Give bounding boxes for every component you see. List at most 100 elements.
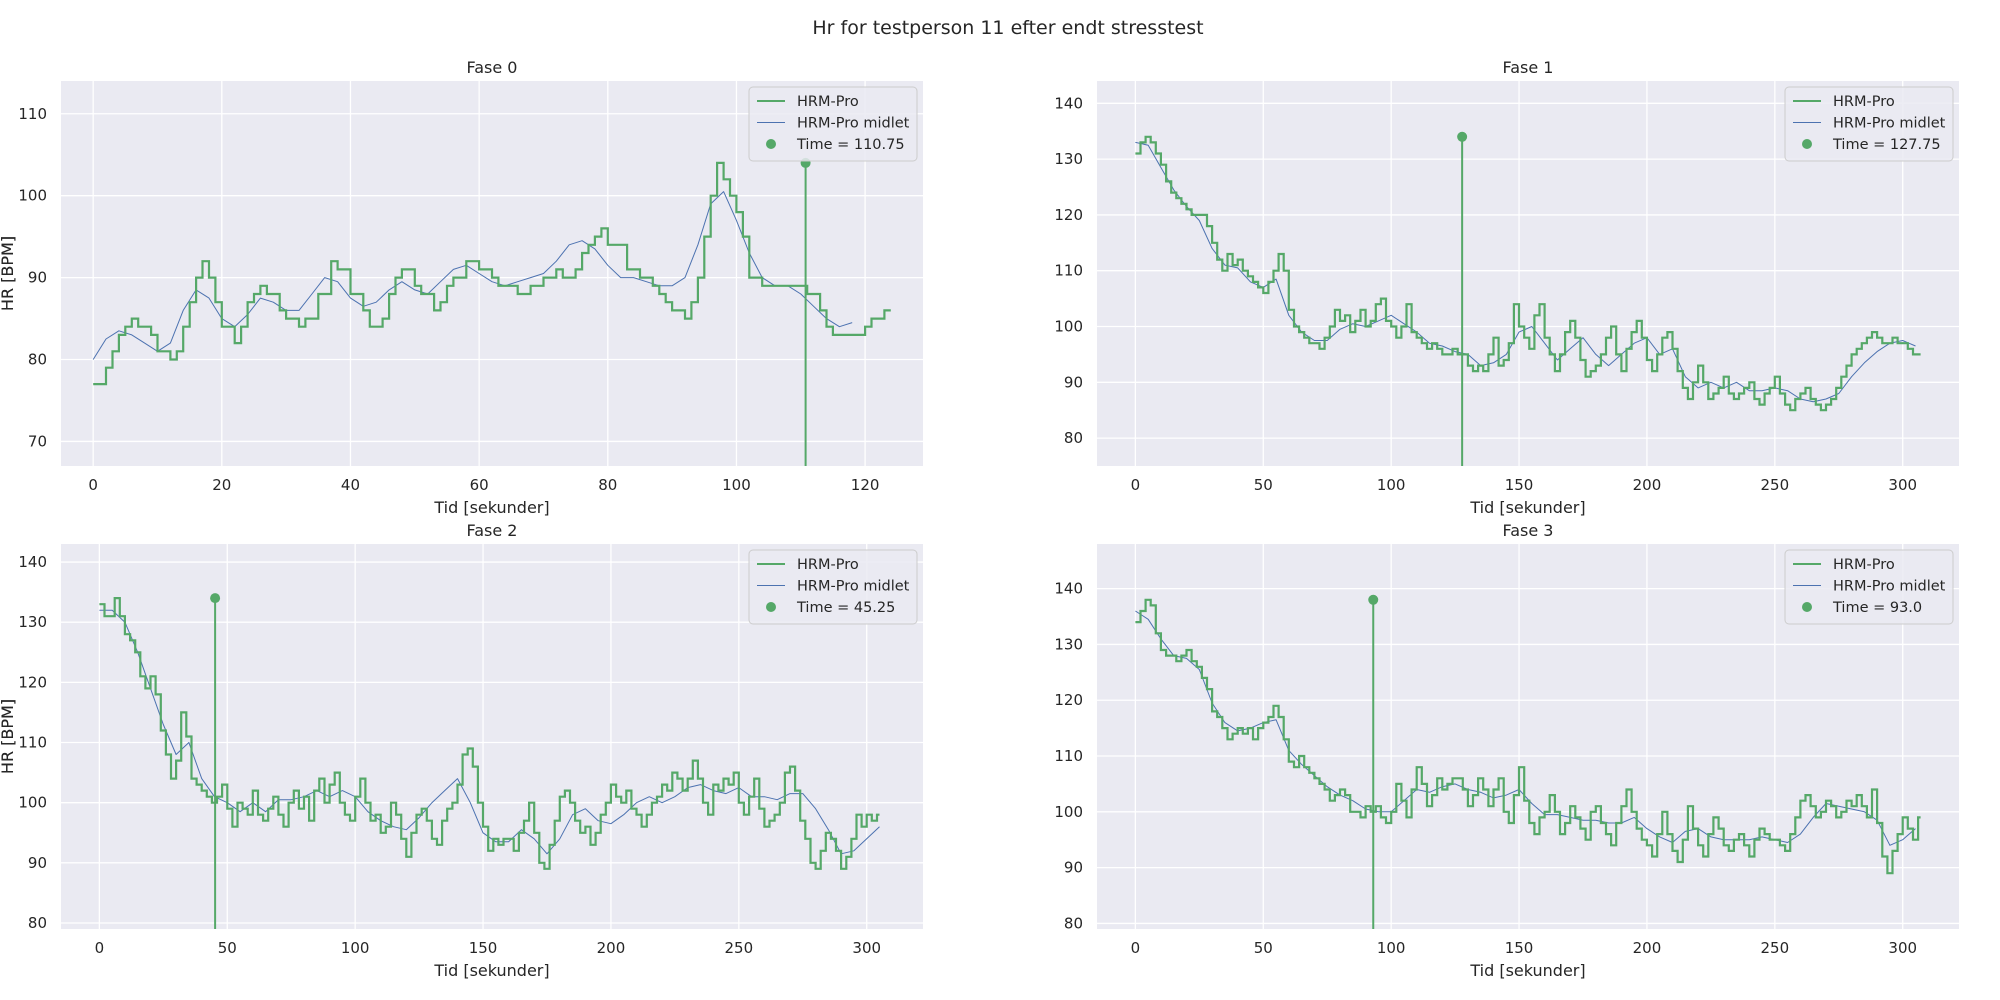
y-tick-label: 100 — [18, 794, 47, 812]
time-marker — [1368, 594, 1379, 605]
series-line-hrm-pro — [99, 597, 880, 870]
y-axis-label: HR [BPM] — [0, 236, 17, 311]
y-tick-label: 110 — [1054, 262, 1083, 280]
y-tick-label: 90 — [28, 854, 47, 872]
y-tick-label: 130 — [18, 613, 47, 631]
y-tick-label: 140 — [1054, 580, 1083, 598]
x-tick-label: 200 — [1633, 939, 1662, 957]
x-tick-label: 100 — [1377, 939, 1406, 957]
plot-area — [1135, 131, 1921, 466]
legend-frame — [748, 86, 918, 162]
x-tick-label: 40 — [341, 476, 360, 494]
plot-area — [1135, 594, 1921, 929]
x-tick-label: 250 — [1761, 476, 1790, 494]
subplot-title: Fase 0 — [467, 58, 518, 77]
x-tick-label: 0 — [95, 939, 105, 957]
legend-swatch-time — [1802, 602, 1812, 612]
series-line-hrm-pro — [93, 161, 891, 386]
x-tick-label: 200 — [1633, 476, 1662, 494]
legend-swatch-time — [1802, 139, 1812, 149]
y-tick-label: 130 — [1054, 635, 1083, 653]
x-tick-label: 100 — [722, 476, 751, 494]
x-tick-label: 0 — [1131, 939, 1141, 957]
subplot-title: Fase 1 — [1503, 58, 1554, 77]
y-tick-label: 110 — [18, 734, 47, 752]
subplots: 0 20 40 60 80 100 120 70 80 90 100 110 Fase 0 Tid [se… — [0, 58, 1959, 980]
y-tick-label: 70 — [28, 432, 47, 450]
subplot-0: 0 20 40 60 80 100 120 70 80 90 100 110 Fase 0 Tid [se… — [0, 58, 923, 517]
y-tick-label: 80 — [1064, 914, 1083, 932]
y-tick-label: 80 — [28, 351, 47, 369]
legend-frame — [1784, 549, 1954, 625]
y-tick-label: 120 — [1054, 691, 1083, 709]
legend-swatch-time — [766, 602, 776, 612]
x-tick-label: 300 — [1888, 939, 1917, 957]
y-tick-label: 100 — [1054, 803, 1083, 821]
subplot-title: Fase 2 — [467, 521, 518, 540]
subplot-3: 0 50 100 150 200 250 300 80 90 100 110 120 130 140 Fas… — [0, 521, 1959, 980]
y-tick-label: 120 — [1054, 206, 1083, 224]
x-tick-label: 50 — [1254, 476, 1273, 494]
legend: HRM-Pro HRM-Pro midlet Time = 45.25 — [748, 549, 918, 625]
x-tick-label: 50 — [1254, 939, 1273, 957]
x-tick-label: 120 — [851, 476, 880, 494]
x-tick-label: 250 — [725, 939, 754, 957]
legend-label: HRM-Pro — [797, 94, 859, 110]
y-tick-label: 100 — [1054, 318, 1083, 336]
legend-label: HRM-Pro midlet — [1833, 579, 1946, 595]
x-tick-label: 0 — [1131, 476, 1141, 494]
y-tick-label: 90 — [1064, 859, 1083, 877]
x-tick-label: 100 — [341, 939, 370, 957]
x-tick-label: 250 — [1761, 939, 1790, 957]
y-tick-label: 110 — [18, 105, 47, 123]
y-tick-label: 90 — [28, 269, 47, 287]
legend-label: Time = 45.25 — [796, 600, 895, 616]
y-tick-label: 130 — [1054, 150, 1083, 168]
x-tick-label: 300 — [1888, 476, 1917, 494]
subplot-1: 0 50 100 150 200 250 300 80 90 100 110 120 130 140 Fas… — [0, 58, 1959, 517]
legend: HRM-Pro HRM-Pro midlet Time = 93.0 — [1784, 549, 1954, 625]
series-line-hrm-pro — [1135, 135, 1921, 412]
subplot-2: 0 50 100 150 200 250 300 80 90 100 110 120 130 140 Fas… — [0, 521, 923, 980]
legend-label: Time = 93.0 — [1832, 600, 1922, 616]
time-marker — [210, 593, 221, 604]
legend-label: HRM-Pro midlet — [1833, 116, 1946, 132]
legend-label: HRM-Pro midlet — [797, 579, 910, 595]
y-tick-label: 90 — [1064, 373, 1083, 391]
x-tick-label: 60 — [470, 476, 489, 494]
y-axis-label: HR [BPM] — [0, 699, 17, 774]
legend: HRM-Pro HRM-Pro midlet Time = 110.75 — [748, 86, 918, 162]
x-tick-label: 50 — [218, 939, 237, 957]
plot-area — [99, 593, 880, 929]
figure-title: Hr for testperson 11 efter endt stresste… — [812, 17, 1203, 39]
legend-label: Time = 110.75 — [796, 137, 905, 153]
legend-label: HRM-Pro midlet — [797, 116, 910, 132]
series-line-hrm-pro-midlet — [92, 191, 853, 360]
y-axis-label: HR [BPM] — [0, 236, 17, 311]
x-tick-label: 20 — [212, 476, 231, 494]
x-tick-label: 150 — [469, 939, 498, 957]
legend-frame — [1784, 86, 1954, 162]
legend: HRM-Pro HRM-Pro midlet Time = 127.75 — [1784, 86, 1954, 162]
y-axis-label: HR [BPM] — [0, 699, 17, 774]
time-marker — [1457, 131, 1468, 142]
legend-label: Time = 127.75 — [1832, 137, 1941, 153]
x-tick-label: 150 — [1505, 476, 1534, 494]
y-tick-label: 140 — [18, 553, 47, 571]
y-tick-label: 140 — [1054, 94, 1083, 112]
y-tick-label: 110 — [1054, 747, 1083, 765]
x-axis-label: Tid [sekunder] — [1469, 961, 1585, 980]
legend-swatch-time — [766, 139, 776, 149]
legend-label: HRM-Pro — [1833, 557, 1895, 573]
x-tick-label: 200 — [597, 939, 626, 957]
x-tick-label: 100 — [1377, 476, 1406, 494]
y-tick-label: 120 — [18, 673, 47, 691]
x-axis-label: Tid [sekunder] — [1469, 498, 1585, 517]
legend-label: HRM-Pro — [797, 557, 859, 573]
y-tick-label: 80 — [28, 914, 47, 932]
x-tick-label: 80 — [598, 476, 617, 494]
y-tick-label: 80 — [1064, 429, 1083, 447]
subplot-title: Fase 3 — [1503, 521, 1554, 540]
x-tick-label: 150 — [1505, 939, 1534, 957]
